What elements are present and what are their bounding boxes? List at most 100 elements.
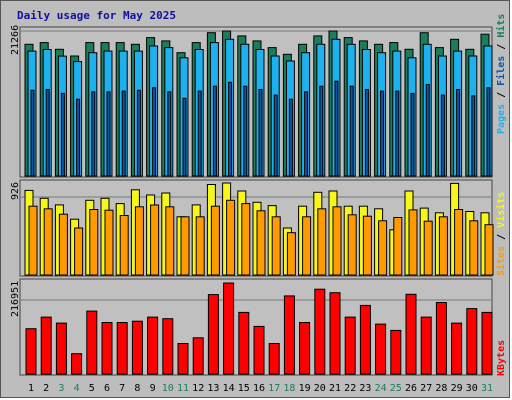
day-tick-label: 6 xyxy=(104,383,110,394)
sites-bar xyxy=(469,220,479,276)
pages-bar xyxy=(182,97,187,177)
day-tick-label: 15 xyxy=(238,383,250,394)
day-tick-label: 16 xyxy=(253,383,265,394)
sites-bar xyxy=(226,199,236,276)
day-tick-label: 30 xyxy=(466,383,478,394)
pages-bar xyxy=(334,80,339,177)
day-tick-label: 18 xyxy=(283,383,295,394)
sites-bar xyxy=(317,208,327,276)
sites-bar xyxy=(454,209,464,276)
pages-bar xyxy=(349,85,354,177)
pages-bar xyxy=(30,89,35,177)
sites-bar xyxy=(332,206,342,276)
kbytes-ymax-label: 216951 xyxy=(10,281,21,317)
sites-bar xyxy=(43,208,53,276)
day-tick-label: 3 xyxy=(58,383,64,394)
pages-bar xyxy=(243,85,248,177)
sites-bar xyxy=(393,217,403,276)
kbytes-bar xyxy=(162,318,174,375)
pages-bar xyxy=(91,91,96,177)
kbytes-bar xyxy=(481,311,493,375)
pages-bar xyxy=(258,89,263,177)
day-tick-label: 20 xyxy=(314,383,326,394)
hits-legend: Pages / Files / Hits xyxy=(495,14,507,134)
kbytes-bar xyxy=(207,294,219,375)
day-tick-label: 8 xyxy=(134,383,140,394)
sites-bar xyxy=(347,214,357,276)
kbytes-bar xyxy=(359,304,371,375)
sites-bar xyxy=(210,205,220,276)
day-tick-label: 14 xyxy=(223,383,235,394)
sites-bar xyxy=(438,216,448,276)
sites-bar xyxy=(378,220,388,276)
pages-bar xyxy=(212,85,217,177)
legend-hits: Hits xyxy=(495,14,507,38)
pages-bar xyxy=(395,90,400,177)
kbytes-bar xyxy=(405,293,417,375)
hits-ymax-label: 21266 xyxy=(10,25,21,55)
pages-bar xyxy=(167,91,172,177)
day-tick-label: 9 xyxy=(150,383,156,394)
pages-bar xyxy=(273,94,278,177)
day-tick-label: 25 xyxy=(390,383,402,394)
pages-bar xyxy=(228,81,233,177)
kbytes-bar xyxy=(466,308,478,375)
kbytes-bar xyxy=(55,322,67,375)
pages-bar xyxy=(288,98,293,177)
day-tick-label: 2 xyxy=(43,383,49,394)
day-tick-label: 21 xyxy=(329,383,341,394)
kbytes-bar xyxy=(40,316,52,375)
kbytes-bar xyxy=(420,316,432,375)
sites-bar xyxy=(74,227,84,276)
kbytes-bar xyxy=(299,322,311,375)
day-tick-label: 17 xyxy=(268,383,280,394)
pages-bar xyxy=(106,91,111,177)
sites-bar xyxy=(241,203,251,276)
pages-bar xyxy=(319,85,324,177)
kbytes-bar xyxy=(329,292,341,375)
sites-bar xyxy=(119,215,129,276)
kbytes-bar xyxy=(25,328,37,375)
day-tick-label: 7 xyxy=(119,383,125,394)
legend-sites: Sites xyxy=(495,246,507,276)
pages-bar xyxy=(364,89,369,177)
kbytes-bar xyxy=(390,329,402,375)
kbytes-bar xyxy=(86,310,98,375)
kbytes-bar xyxy=(223,282,235,375)
sites-bar xyxy=(28,205,38,276)
kbytes-bar xyxy=(435,302,447,375)
pages-bar xyxy=(486,87,491,177)
sites-bar xyxy=(104,209,114,276)
day-tick-label: 1 xyxy=(28,383,34,394)
day-tick-label: 31 xyxy=(481,383,493,394)
pages-bar xyxy=(456,89,461,177)
pages-bar xyxy=(440,94,445,177)
pages-bar xyxy=(152,87,157,177)
kbytes-bar xyxy=(147,316,159,375)
pages-bar xyxy=(471,95,476,177)
legend-kbytes: KBytes xyxy=(496,340,507,376)
chart-title: Daily usage for May 2025 xyxy=(17,9,176,22)
kbytes-bar xyxy=(314,288,326,375)
kbytes-bar xyxy=(253,325,265,375)
sites-bar xyxy=(134,206,144,276)
sites-bar xyxy=(58,213,68,276)
sites-bar xyxy=(195,216,205,276)
pages-bar xyxy=(60,92,65,177)
kbytes-bar xyxy=(268,343,280,375)
sites-bar xyxy=(271,216,281,276)
pages-bar xyxy=(304,91,309,177)
kbytes-bar xyxy=(192,337,204,375)
day-tick-label: 27 xyxy=(420,383,432,394)
sites-bar xyxy=(408,209,418,276)
sites-bar xyxy=(302,216,312,276)
kbytes-bar xyxy=(238,311,250,375)
sites-bar xyxy=(423,220,433,276)
day-tick-label: 22 xyxy=(344,383,356,394)
pages-bar xyxy=(380,90,385,177)
kbytes-bar xyxy=(375,323,387,375)
legend-files: Files xyxy=(495,56,507,86)
pages-bar xyxy=(425,84,430,177)
